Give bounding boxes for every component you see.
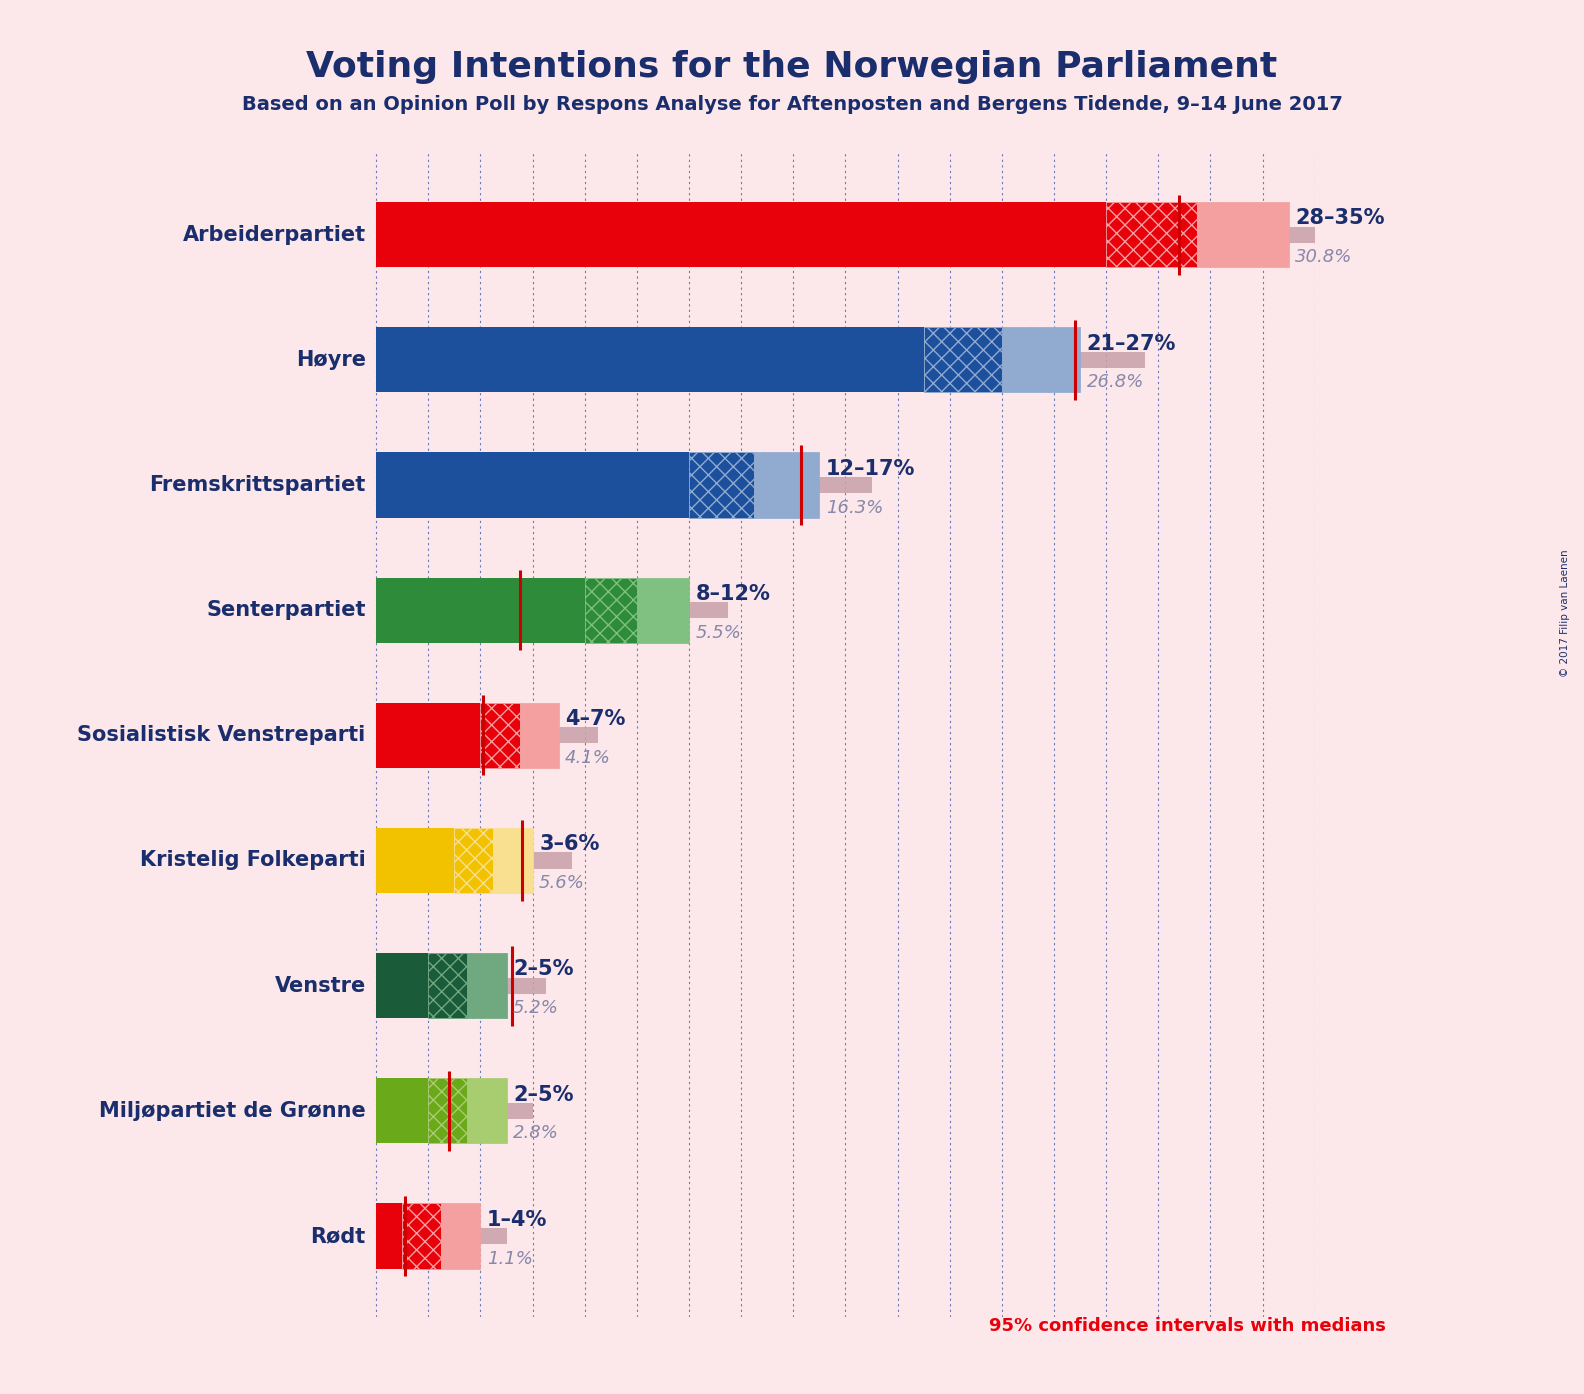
Text: Høyre: Høyre	[296, 350, 366, 369]
Text: Fremskrittspartiet: Fremskrittspartiet	[149, 475, 366, 495]
Text: 8–12%: 8–12%	[695, 584, 770, 604]
Text: 1.1%: 1.1%	[486, 1249, 532, 1267]
Bar	[455, 828, 494, 894]
Bar	[375, 577, 584, 643]
Text: 16.3%: 16.3%	[825, 499, 884, 517]
Text: 3–6%: 3–6%	[539, 834, 599, 855]
Text: Sosialistisk Venstreparti: Sosialistisk Venstreparti	[78, 725, 366, 746]
Text: 12–17%: 12–17%	[825, 459, 916, 478]
Bar	[624, 477, 871, 493]
Bar	[428, 953, 467, 1018]
Bar	[584, 577, 637, 643]
Bar	[1015, 227, 1340, 243]
Bar	[923, 328, 1001, 392]
Bar	[375, 202, 1106, 268]
Bar	[375, 453, 689, 517]
Bar	[467, 953, 507, 1018]
Bar	[754, 453, 819, 517]
Text: 1–4%: 1–4%	[486, 1210, 548, 1230]
Bar	[402, 1203, 442, 1269]
Text: Based on an Opinion Poll by Respons Analyse for Aftenposten and Bergens Tidende,: Based on an Opinion Poll by Respons Anal…	[242, 95, 1342, 114]
Text: 21–27%: 21–27%	[1087, 333, 1175, 354]
Text: 2.8%: 2.8%	[513, 1125, 559, 1142]
Text: Voting Intentions for the Norwegian Parliament: Voting Intentions for the Norwegian Parl…	[306, 50, 1278, 84]
Bar	[382, 1228, 507, 1243]
Bar	[375, 703, 480, 768]
Text: 2–5%: 2–5%	[513, 959, 573, 980]
Bar	[375, 328, 923, 392]
Text: Kristelig Folkeparti: Kristelig Folkeparti	[139, 850, 366, 870]
Bar	[390, 977, 545, 994]
Bar	[480, 703, 520, 768]
Bar	[494, 828, 532, 894]
Text: 95% confidence intervals with medians: 95% confidence intervals with medians	[988, 1317, 1386, 1335]
Bar	[1001, 328, 1080, 392]
Bar	[520, 602, 729, 619]
Text: 4–7%: 4–7%	[565, 710, 626, 729]
Text: Arbeiderpartiet: Arbeiderpartiet	[182, 224, 366, 245]
Text: 26.8%: 26.8%	[1087, 374, 1144, 392]
Bar	[637, 577, 689, 643]
Text: 28–35%: 28–35%	[1296, 209, 1384, 229]
Text: © 2017 Filip van Laenen: © 2017 Filip van Laenen	[1560, 549, 1570, 677]
Bar	[375, 1079, 428, 1143]
Text: 5.6%: 5.6%	[539, 874, 584, 892]
Bar	[428, 1079, 467, 1143]
Bar	[1106, 202, 1198, 268]
Text: 2–5%: 2–5%	[513, 1085, 573, 1104]
Text: 5.5%: 5.5%	[695, 623, 741, 641]
Text: 4.1%: 4.1%	[565, 749, 611, 767]
Bar	[689, 453, 754, 517]
Bar	[442, 1203, 480, 1269]
Bar	[375, 828, 455, 894]
Text: 30.8%: 30.8%	[1296, 248, 1353, 266]
Bar	[442, 728, 597, 743]
Bar	[1198, 202, 1289, 268]
Bar	[520, 703, 559, 768]
Text: Senterpartiet: Senterpartiet	[206, 601, 366, 620]
Bar	[375, 1203, 402, 1269]
Text: Rødt: Rødt	[310, 1225, 366, 1246]
Bar	[375, 953, 428, 1018]
Bar	[415, 852, 572, 868]
Text: Venstre: Venstre	[274, 976, 366, 995]
Text: Miljøpartiet de Grønne: Miljøpartiet de Grønne	[98, 1101, 366, 1121]
Bar	[846, 351, 1145, 368]
Bar	[467, 1079, 507, 1143]
Bar	[390, 1103, 532, 1119]
Text: 5.2%: 5.2%	[513, 999, 559, 1018]
